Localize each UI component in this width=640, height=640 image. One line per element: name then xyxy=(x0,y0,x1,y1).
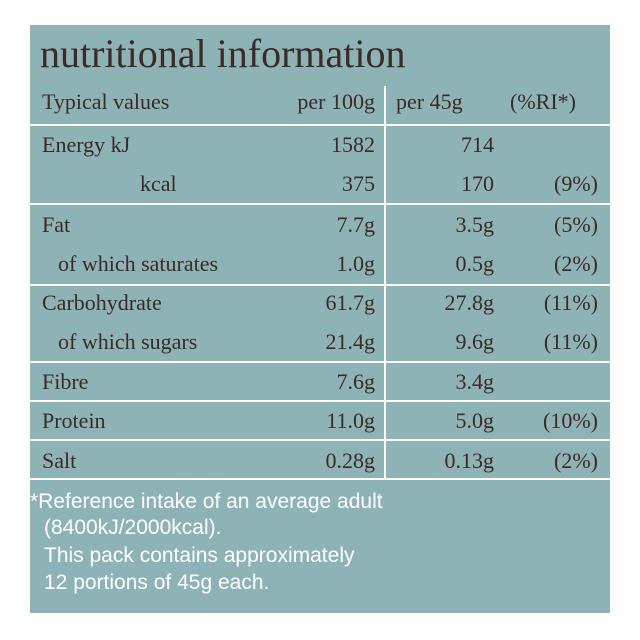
row-divider xyxy=(30,361,610,363)
nutrient-label: of which saturates xyxy=(58,251,219,276)
row-divider xyxy=(30,478,610,480)
nutrient-label: Fibre xyxy=(42,369,89,394)
per-45g-value: 0.13g xyxy=(444,448,495,473)
per-45g-value: 0.5g xyxy=(455,251,495,276)
footnote-line: (8400kJ/2000kcal). xyxy=(44,516,222,539)
row-divider xyxy=(30,439,610,441)
header-cell: per 45g xyxy=(396,89,463,114)
header-cell: per 100g xyxy=(297,89,375,114)
ri-value: (5%) xyxy=(554,212,598,237)
per-100g-value: 375 xyxy=(342,171,375,196)
per-45g-value: 3.4g xyxy=(455,369,495,394)
per-100g-value: 21.4g xyxy=(325,329,376,354)
nutrient-label: of which sugars xyxy=(58,329,198,354)
footnote-line: 12 portions of 45g each. xyxy=(44,571,270,594)
ri-value: (10%) xyxy=(543,408,598,433)
row-divider xyxy=(30,284,610,286)
per-45g-value: 27.8g xyxy=(444,290,495,315)
nutrient-label: Protein xyxy=(42,408,106,433)
label-panel xyxy=(30,25,610,613)
nutrient-label: Carbohydrate xyxy=(42,290,162,315)
per-45g-value: 714 xyxy=(461,132,494,157)
nutrient-label: Fat xyxy=(42,212,71,237)
row-divider xyxy=(30,203,610,205)
ri-value: (11%) xyxy=(543,329,598,354)
row-divider xyxy=(30,124,610,126)
nutrient-label: Energy kJ xyxy=(42,132,131,157)
per-100g-value: 1582 xyxy=(331,132,375,157)
per-100g-value: 61.7g xyxy=(325,290,376,315)
per-100g-value: 0.28g xyxy=(325,448,376,473)
per-100g-value: 7.6g xyxy=(336,369,376,394)
ri-value: (11%) xyxy=(543,290,598,315)
column-divider xyxy=(384,86,386,479)
per-100g-value: 11.0g xyxy=(326,408,375,433)
header-cell: (%RI*) xyxy=(510,89,576,114)
per-100g-value: 7.7g xyxy=(336,212,376,237)
nutrient-label: kcal xyxy=(140,171,177,196)
per-45g-value: 170 xyxy=(461,171,494,196)
ri-value: (9%) xyxy=(554,171,598,196)
ri-value: (2%) xyxy=(554,448,598,473)
footnote-line: *Reference intake of an average adult xyxy=(30,490,383,513)
per-45g-value: 5.0g xyxy=(455,408,495,433)
per-100g-value: 1.0g xyxy=(336,251,376,276)
footnote-line: This pack contains approximately xyxy=(44,544,355,567)
ri-value: (2%) xyxy=(554,251,598,276)
per-45g-value: 9.6g xyxy=(455,329,495,354)
nutrient-label: Salt xyxy=(42,448,77,473)
title: nutritional information xyxy=(40,31,406,76)
header-cell: Typical values xyxy=(42,89,170,114)
row-divider xyxy=(30,400,610,402)
per-45g-value: 3.5g xyxy=(455,212,495,237)
